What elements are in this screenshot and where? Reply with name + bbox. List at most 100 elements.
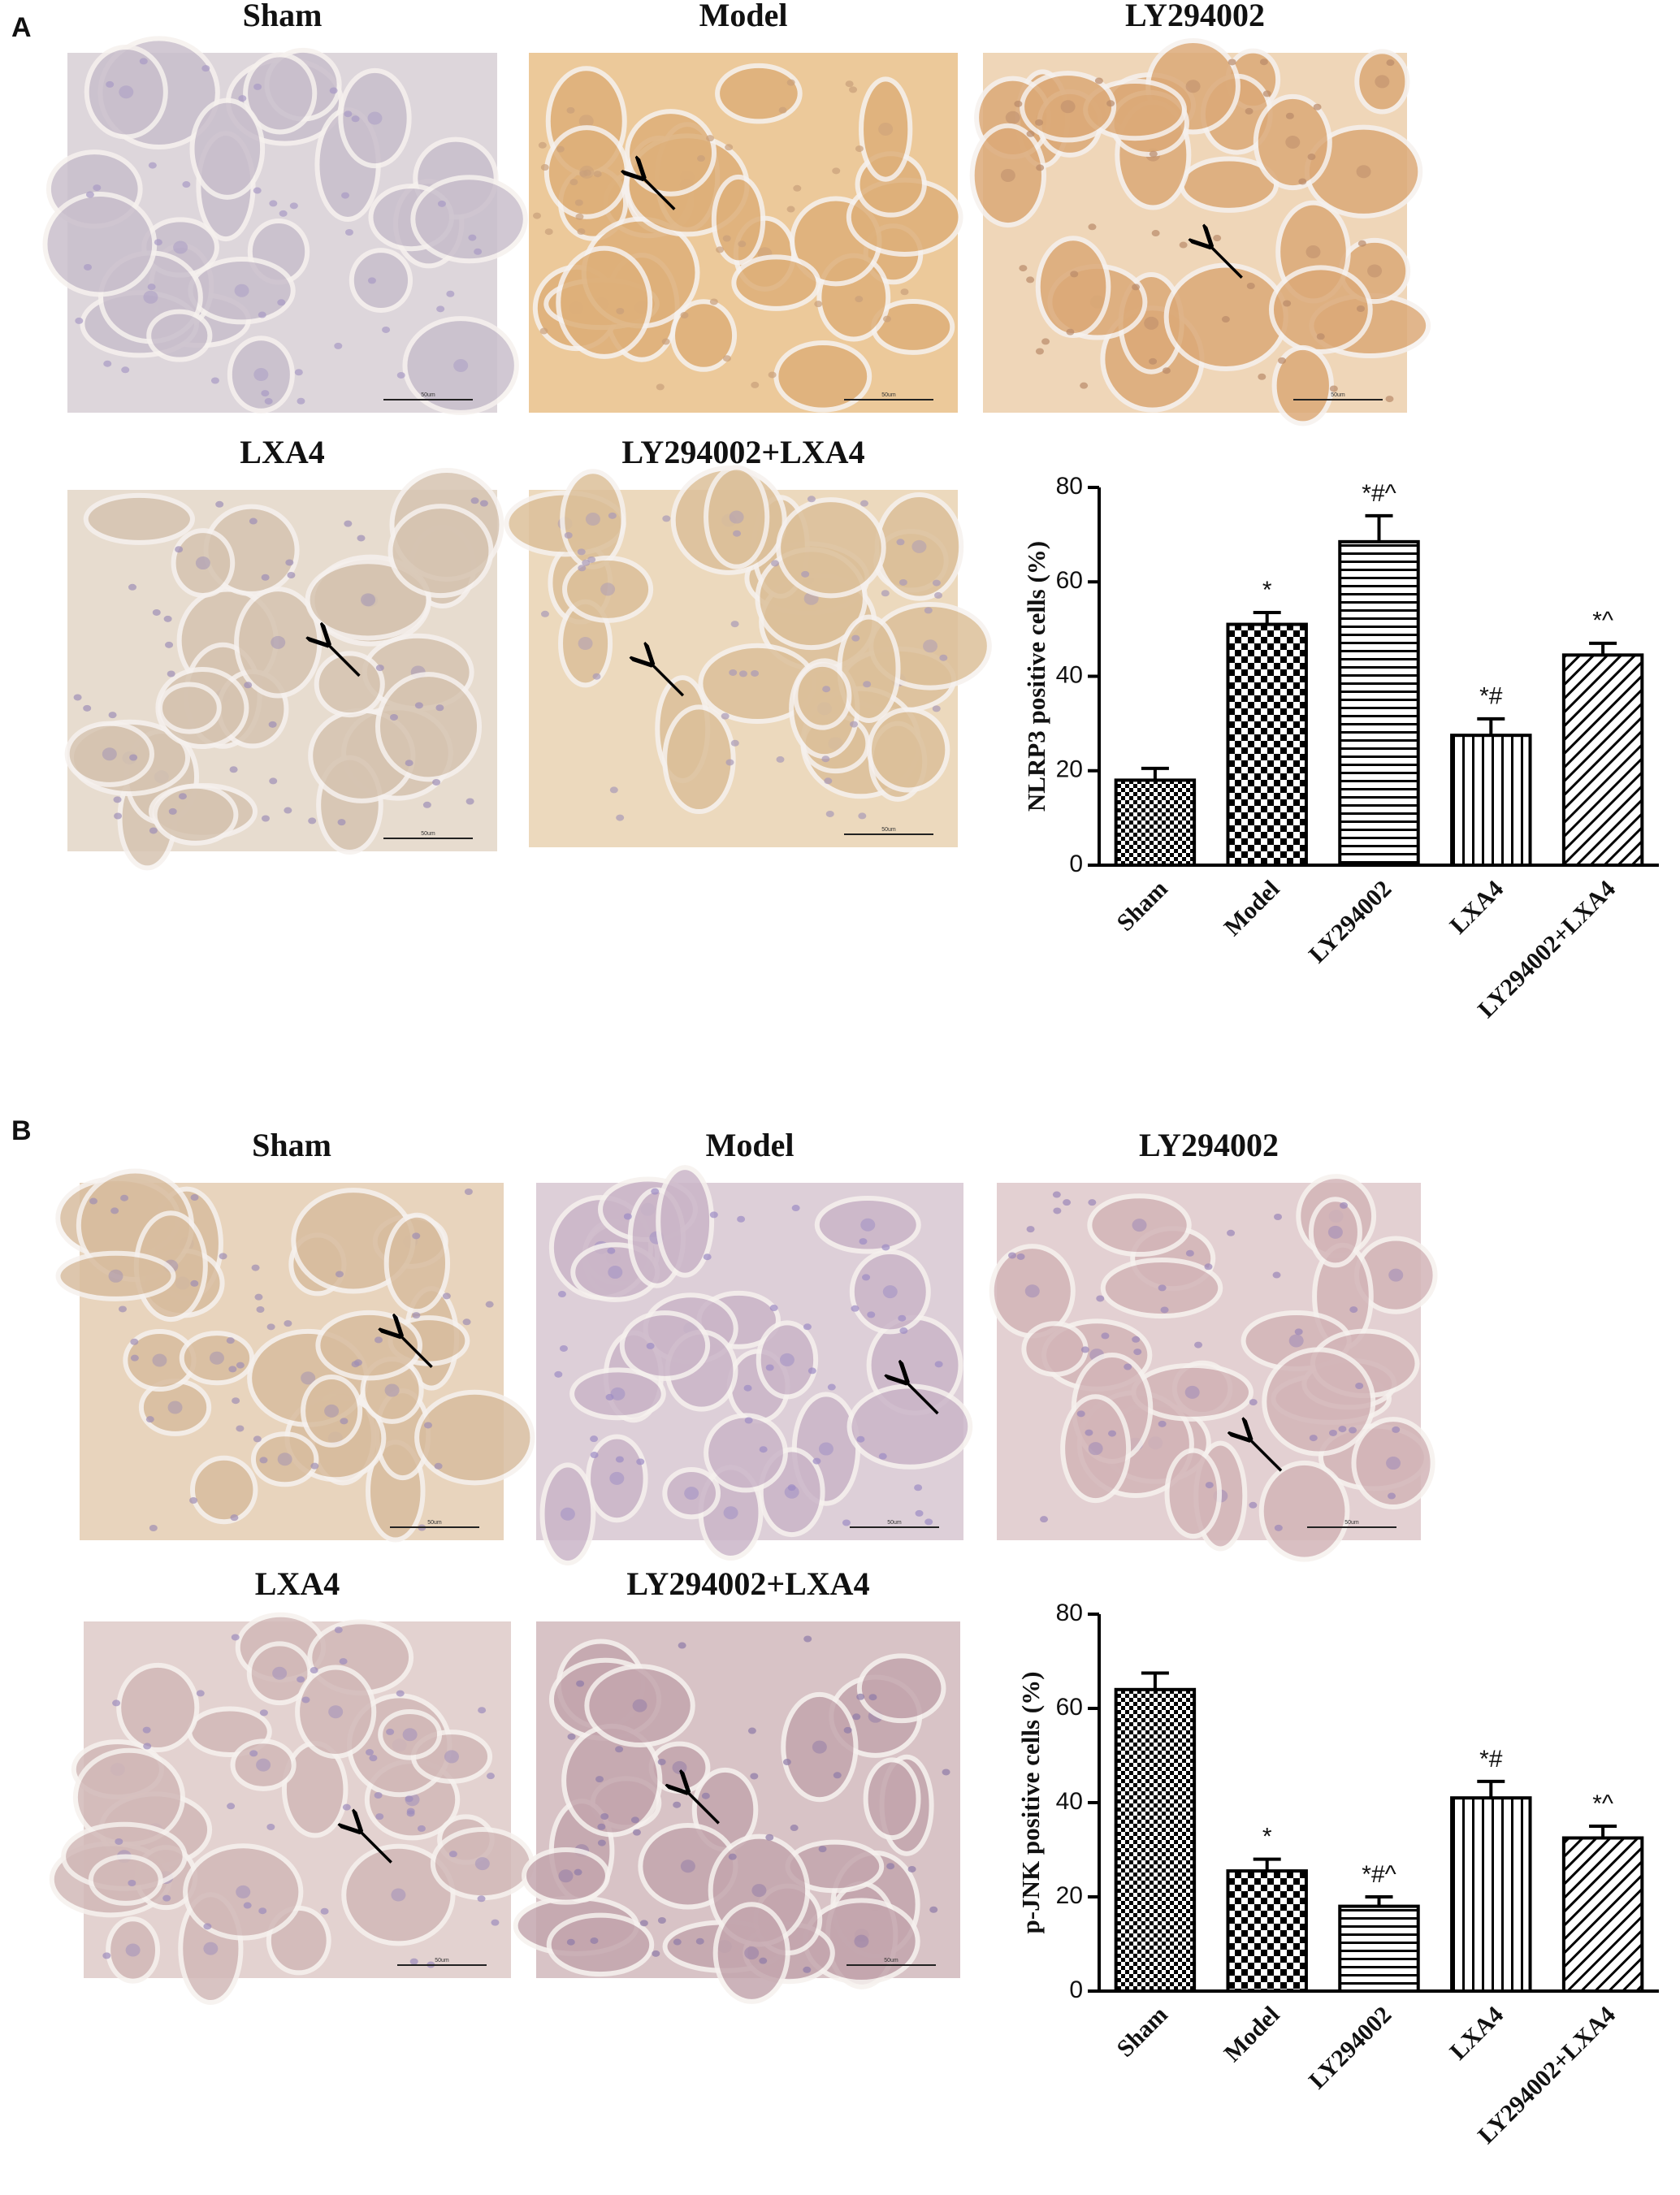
small-nucleus	[396, 1690, 405, 1697]
small-nucleus	[353, 1359, 362, 1366]
small-nucleus	[320, 1907, 329, 1915]
small-nucleus	[791, 1205, 800, 1212]
photo-title: LXA4	[240, 434, 324, 470]
small-nucleus	[268, 721, 277, 728]
small-nucleus	[367, 277, 376, 284]
small-nucleus	[175, 546, 184, 553]
small-nucleus	[190, 1279, 199, 1287]
small-nucleus	[478, 1707, 487, 1714]
small-nucleus	[1026, 130, 1035, 137]
nucleus	[1132, 1219, 1147, 1232]
small-nucleus	[182, 181, 191, 188]
cell	[1268, 265, 1373, 354]
photo-title: Sham	[252, 1127, 331, 1163]
photo	[513, 1621, 960, 2004]
small-nucleus	[113, 796, 122, 803]
small-nucleus	[750, 1773, 759, 1780]
nucleus	[560, 1507, 575, 1521]
small-nucleus	[729, 669, 738, 676]
small-nucleus	[577, 548, 586, 556]
small-nucleus	[269, 200, 278, 207]
nucleus	[723, 1506, 738, 1520]
small-nucleus	[297, 1676, 305, 1683]
small-nucleus	[145, 1416, 154, 1423]
small-nucleus	[226, 1337, 235, 1344]
small-nucleus	[1357, 240, 1366, 247]
small-nucleus	[120, 1194, 129, 1201]
small-nucleus	[93, 184, 102, 192]
small-nucleus	[435, 704, 444, 712]
small-nucleus	[615, 1456, 624, 1463]
small-nucleus	[386, 1728, 395, 1735]
small-nucleus	[468, 234, 477, 241]
small-nucleus	[1149, 150, 1158, 158]
arrow	[327, 644, 361, 678]
small-nucleus	[1158, 1284, 1167, 1292]
cell	[656, 1165, 715, 1278]
nucleus	[453, 358, 469, 372]
small-nucleus	[130, 1338, 139, 1345]
nucleus	[1305, 245, 1321, 259]
small-nucleus	[743, 1384, 752, 1392]
small-nucleus	[709, 1211, 718, 1219]
photo	[49, 1612, 535, 2006]
photo-title: Sham	[243, 0, 323, 33]
small-nucleus	[219, 1253, 227, 1260]
small-nucleus	[154, 239, 162, 246]
small-nucleus	[1340, 1201, 1349, 1209]
small-nucleus	[623, 1213, 632, 1220]
small-nucleus	[569, 179, 578, 186]
small-nucleus	[822, 686, 831, 693]
panel-label: A	[11, 12, 32, 43]
small-nucleus	[862, 1274, 871, 1281]
x-tick-label: LY294002	[1304, 2001, 1396, 2093]
nucleus	[236, 1885, 251, 1898]
nucleus	[301, 1371, 316, 1385]
small-nucleus	[845, 80, 854, 88]
small-nucleus	[1080, 382, 1089, 389]
small-nucleus	[1088, 223, 1097, 231]
small-nucleus	[759, 1446, 768, 1453]
photo	[64, 467, 504, 871]
photo	[504, 465, 992, 847]
small-nucleus	[771, 560, 780, 567]
nucleus	[923, 639, 938, 653]
small-nucleus	[203, 1923, 212, 1930]
small-nucleus	[616, 814, 625, 821]
small-nucleus	[801, 570, 810, 578]
small-nucleus	[932, 579, 941, 587]
cell	[152, 783, 239, 846]
small-nucleus	[738, 240, 747, 248]
small-nucleus	[152, 608, 161, 616]
nucleus	[744, 1946, 760, 1960]
small-nucleus	[162, 1894, 171, 1902]
small-nucleus	[436, 305, 445, 313]
nucleus	[558, 1869, 574, 1883]
small-nucleus	[301, 1696, 310, 1704]
photo	[969, 38, 1431, 426]
small-nucleus	[616, 307, 625, 314]
photo-title: Model	[706, 1127, 795, 1163]
cell	[88, 1854, 163, 1906]
small-nucleus	[615, 1746, 624, 1753]
nucleus	[812, 1740, 827, 1754]
nucleus	[1327, 1225, 1343, 1239]
small-nucleus	[106, 80, 115, 88]
small-nucleus	[1227, 1229, 1236, 1236]
small-nucleus	[722, 235, 731, 242]
nucleus	[1024, 1284, 1040, 1298]
small-nucleus	[1063, 1199, 1072, 1206]
cell	[776, 497, 886, 599]
small-nucleus	[851, 1305, 859, 1312]
small-nucleus	[432, 778, 441, 786]
small-nucleus	[538, 141, 547, 149]
small-nucleus	[1088, 1199, 1097, 1206]
nucleus	[474, 1857, 490, 1871]
cell	[866, 707, 950, 793]
small-nucleus	[196, 1690, 205, 1697]
small-nucleus	[129, 754, 138, 761]
small-nucleus	[657, 1758, 666, 1765]
cell	[546, 1912, 655, 1977]
small-nucleus	[539, 327, 548, 335]
